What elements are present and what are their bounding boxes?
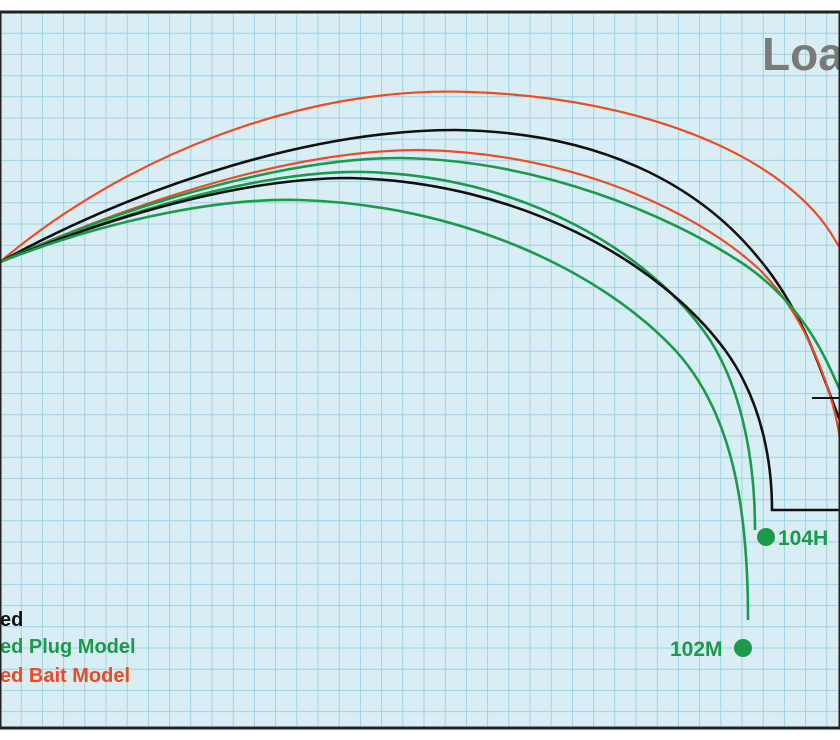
curve-green-lower bbox=[0, 198, 750, 621]
marker-104h: 104H bbox=[757, 527, 828, 550]
marker-104h-dot bbox=[757, 528, 775, 546]
marker-102m: 102M bbox=[670, 638, 752, 661]
grid-background bbox=[0, 12, 840, 728]
curve-green-middle bbox=[0, 170, 757, 531]
marker-102m-label: 102M bbox=[670, 638, 723, 661]
curve-green-upper bbox=[0, 156, 840, 391]
marker-102m-dot bbox=[734, 639, 752, 657]
curve-red-inner bbox=[0, 148, 840, 441]
legend-item-green: ed Plug Model bbox=[0, 636, 136, 658]
marker-104h-label: 104H bbox=[778, 527, 828, 550]
legend: ed ed Plug Model ed Bait Model bbox=[0, 609, 136, 687]
grid-lines bbox=[0, 11, 840, 728]
legend-item-red: ed Bait Model bbox=[0, 665, 130, 687]
diagram-border bbox=[0, 10, 840, 730]
curve-black-lower bbox=[0, 176, 840, 512]
curve-red-outer bbox=[0, 90, 840, 263]
bend-curves bbox=[0, 90, 840, 621]
diagram-title: Loa bbox=[762, 28, 840, 80]
legend-item-black: ed bbox=[0, 609, 23, 631]
